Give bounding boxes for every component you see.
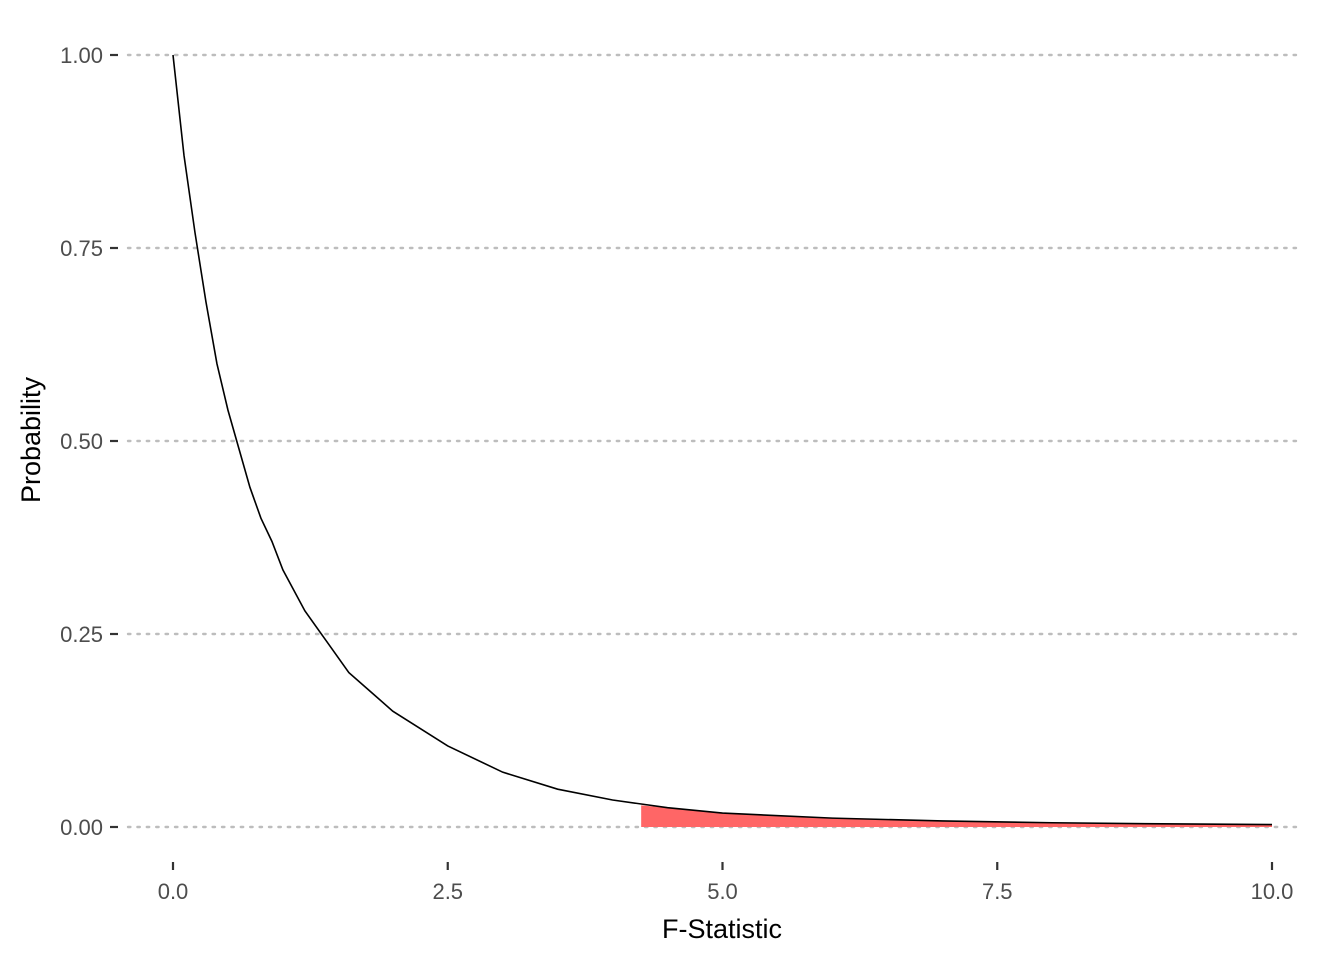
- y-axis: 0.00 0.25 0.50 0.75 1.00: [60, 43, 118, 840]
- x-axis: 0.0 2.5 5.0 7.5 10.0: [158, 862, 1294, 904]
- rejection-region: [641, 805, 1272, 827]
- x-tick-label: 0.0: [158, 879, 189, 904]
- x-tick-label: 7.5: [982, 879, 1013, 904]
- shaded-tail-area: [641, 805, 1272, 827]
- y-tick-label: 0.75: [60, 236, 103, 261]
- y-axis-title: Probability: [16, 376, 46, 503]
- density-curve: [172, 54, 1273, 826]
- x-tick-label: 2.5: [432, 879, 463, 904]
- x-tick-label: 10.0: [1251, 879, 1294, 904]
- gridlines: [126, 53, 1302, 829]
- x-tick-label: 5.0: [707, 879, 738, 904]
- y-tick-label: 0.00: [60, 815, 103, 840]
- x-axis-title: F-Statistic: [662, 914, 782, 944]
- y-tick-label: 0.25: [60, 622, 103, 647]
- y-tick-label: 0.50: [60, 429, 103, 454]
- y-tick-label: 1.00: [60, 43, 103, 68]
- density-line: [172, 54, 1273, 826]
